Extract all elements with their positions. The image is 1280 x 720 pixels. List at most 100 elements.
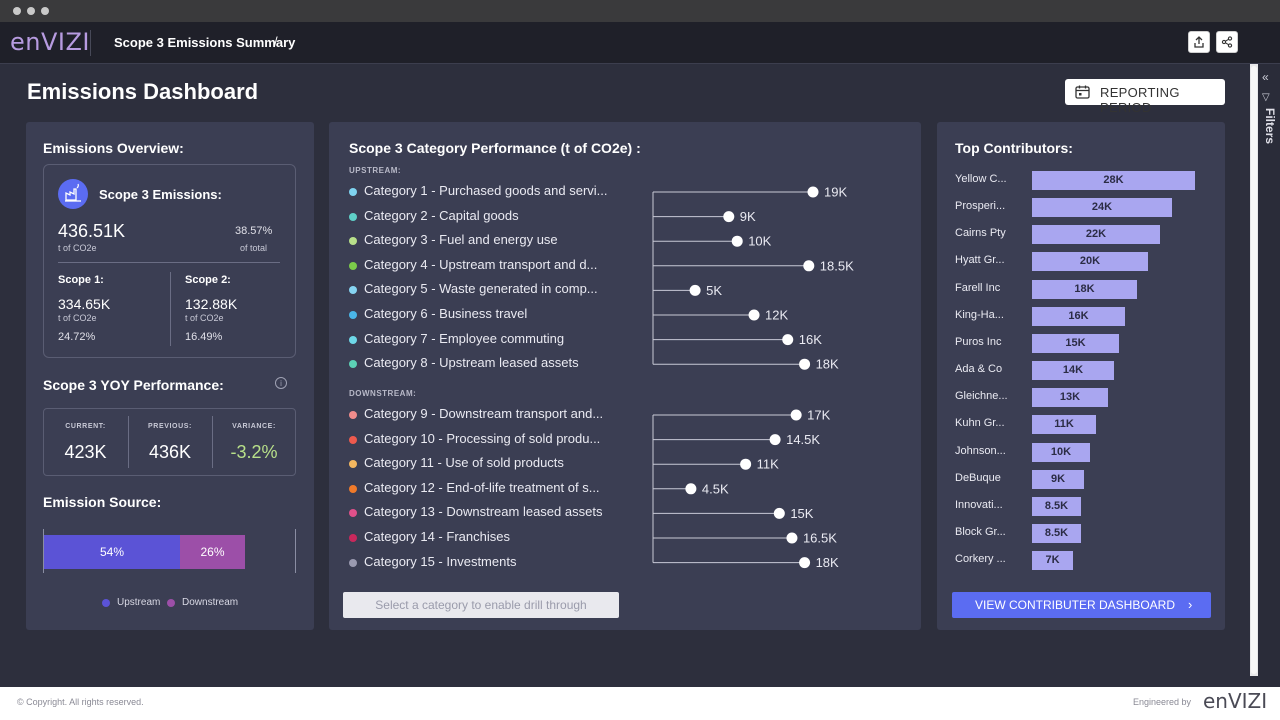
lollipop-point[interactable] — [769, 434, 781, 446]
window-close-dot[interactable] — [13, 7, 21, 15]
view-contributor-dashboard-button[interactable]: VIEW CONTRIBUTER DASHBOARD › — [952, 592, 1211, 618]
yoy-title: Scope 3 YOY Performance: — [43, 377, 224, 393]
contributor-bar[interactable]: 18K — [1032, 279, 1137, 299]
collapse-chevron-icon[interactable]: « — [1262, 70, 1269, 84]
lollipop-point[interactable] — [685, 483, 697, 495]
contributor-name: Farell Inc — [955, 281, 1001, 294]
scope-divider — [58, 262, 280, 263]
envizi-logo[interactable]: enVIZI — [10, 28, 90, 56]
contributor-name: Innovati... — [955, 498, 1003, 511]
contributor-name: King-Ha... — [955, 308, 1004, 321]
export-button[interactable] — [1188, 31, 1210, 53]
window-titlebar — [0, 0, 1280, 22]
lollipop-value-label: 18K — [816, 357, 839, 372]
lollipop-point[interactable] — [803, 260, 815, 272]
contributor-name: Ada & Co — [955, 363, 1003, 376]
contributor-name: Hyatt Gr... — [955, 254, 1005, 267]
contributor-bar[interactable]: 8.5K — [1032, 496, 1081, 516]
lollipop-point[interactable] — [786, 532, 798, 544]
category-title: Scope 3 Category Performance (t of CO2e)… — [349, 140, 641, 156]
category-card — [329, 122, 921, 630]
export-icon — [1194, 36, 1204, 48]
category-color-dot — [349, 484, 357, 493]
contributor-bar[interactable]: 24K — [1032, 198, 1172, 218]
category-label: Category 11 - Use of sold products — [364, 455, 564, 471]
scope1-percent: 24.72% — [58, 331, 96, 343]
contributor-bar[interactable]: 20K — [1032, 252, 1148, 272]
filters-label[interactable]: Filters — [1263, 108, 1277, 145]
lollipop-value-label: 4.5K — [702, 481, 729, 496]
upstream-bar-segment[interactable]: 54% — [44, 535, 180, 569]
lollipop-point[interactable] — [799, 557, 811, 569]
category-color-dot — [349, 335, 357, 344]
category-color-dot — [349, 212, 357, 221]
category-color-dot — [349, 411, 357, 419]
lollipop-point[interactable] — [748, 309, 760, 321]
contributor-bar[interactable]: 11K — [1032, 415, 1096, 435]
category-color-dot — [349, 534, 357, 542]
lollipop-point[interactable] — [731, 235, 743, 247]
scope2-unit: t of CO2e — [185, 313, 224, 323]
lollipop-value-label: 5K — [706, 283, 722, 298]
contributor-bar[interactable]: 13K — [1032, 388, 1108, 408]
lollipop-point[interactable] — [799, 358, 811, 370]
contributor-bar[interactable]: 16K — [1032, 306, 1125, 326]
contributor-bar[interactable]: 15K — [1032, 333, 1119, 353]
window-minimize-dot[interactable] — [27, 7, 35, 15]
scope3-value: 436.51K — [58, 221, 126, 241]
category-label: Category 4 - Upstream transport and d... — [364, 256, 598, 272]
lollipop-value-label: 11K — [757, 457, 779, 472]
header-divider — [90, 30, 91, 56]
yoy-variance-label: VARIANCE: — [232, 423, 276, 430]
footer-envizi-logo[interactable]: enVIZI — [1203, 689, 1268, 713]
contributor-bar[interactable]: 7K — [1032, 551, 1073, 571]
engineered-by-text: Engineered by — [1133, 697, 1192, 707]
lollipop-point[interactable] — [782, 334, 794, 346]
breadcrumb[interactable]: Scope 3 Emissions Summary — [114, 35, 296, 50]
drill-through-button[interactable]: Select a category to enable drill throug… — [343, 592, 619, 618]
contributor-bar[interactable]: 28K — [1032, 171, 1195, 190]
lollipop-point[interactable] — [773, 507, 785, 519]
reporting-period-button[interactable]: REPORTING PERIOD — [1065, 79, 1225, 115]
lollipop-value-label: 18.5K — [820, 258, 854, 273]
lollipop-point[interactable] — [689, 284, 701, 296]
lollipop-point[interactable] — [790, 409, 802, 421]
contributor-name: Prosperi... — [955, 200, 1006, 213]
yoy-current-value: 423K — [64, 442, 107, 462]
category-color-dot — [349, 460, 357, 469]
window-maximize-dot[interactable] — [41, 7, 49, 15]
category-label: Category 5 - Waste generated in comp... — [364, 281, 598, 297]
footer: © Copyright. All rights reserved. Engine… — [0, 687, 1280, 720]
upstream-legend-label: Upstream — [117, 597, 161, 608]
category-color-dot — [349, 509, 357, 518]
lollipop-point[interactable] — [807, 186, 819, 198]
contributor-bar[interactable]: 14K — [1032, 361, 1114, 381]
contributor-name: Cairns Pty — [955, 227, 1006, 240]
contributor-bar[interactable]: 22K — [1032, 225, 1160, 245]
category-label: Category 8 - Upstream leased assets — [364, 355, 579, 371]
category-label: Category 3 - Fuel and energy use — [364, 232, 558, 248]
contributor-bar[interactable]: 9K — [1032, 469, 1084, 489]
contributor-bar[interactable]: 8.5K — [1032, 523, 1081, 543]
contributor-name: Kuhn Gr... — [955, 417, 1005, 430]
filter-funnel-icon[interactable]: ▽ — [1262, 92, 1270, 103]
emission-source-title: Emission Source: — [43, 494, 162, 510]
category-label: Category 15 - Investments — [364, 553, 517, 569]
yoy-previous-label: PREVIOUS: — [148, 423, 192, 430]
downstream-bar-segment[interactable]: 26% — [180, 535, 245, 569]
yoy-box — [43, 408, 296, 476]
upstream-legend-dot — [102, 599, 110, 607]
share-button[interactable] — [1216, 31, 1238, 53]
breadcrumb-separator: / — [274, 34, 278, 49]
category-label: Category 13 - Downstream leased assets — [364, 504, 603, 520]
scrollbar-thumb[interactable] — [1251, 66, 1257, 674]
contributor-bar[interactable]: 10K — [1032, 442, 1090, 462]
lollipop-point[interactable] — [740, 458, 752, 470]
chevron-right-icon: › — [1188, 597, 1193, 612]
scope2-percent: 16.49% — [185, 331, 223, 343]
info-icon[interactable]: i — [275, 377, 287, 389]
scope3-summary-box — [43, 164, 296, 358]
lollipop-point[interactable] — [723, 211, 735, 223]
contributor-name: Gleichne... — [955, 390, 1008, 403]
scope2-label: Scope 2: — [185, 274, 231, 286]
